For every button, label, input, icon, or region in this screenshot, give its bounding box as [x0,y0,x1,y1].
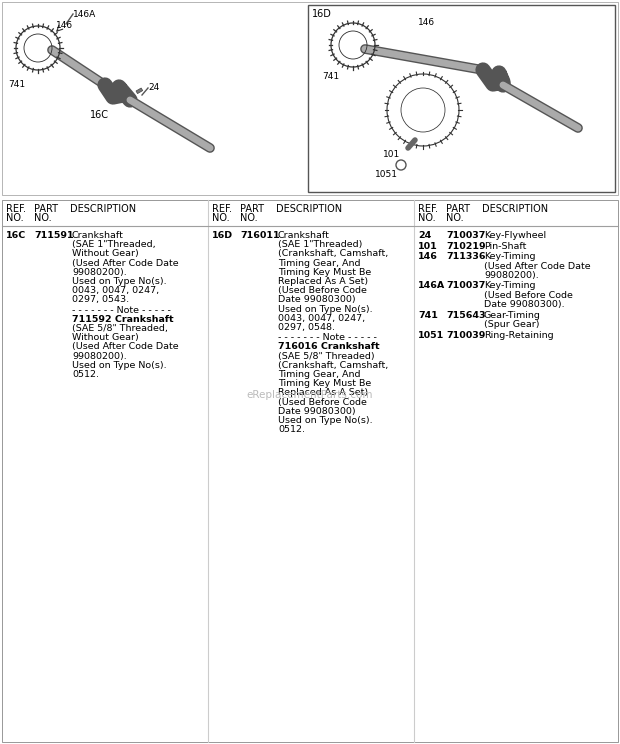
Text: 24: 24 [418,231,432,240]
Text: Key-Timing: Key-Timing [484,281,536,290]
Text: 99080200).: 99080200). [72,268,126,277]
Text: Date 99080300): Date 99080300) [278,407,356,416]
Text: 710039: 710039 [446,330,485,339]
Text: 1051: 1051 [418,330,445,339]
Text: 741: 741 [8,80,25,89]
Bar [2,2,618,195]
Text: REF.: REF. [6,204,26,214]
Text: REF.: REF. [212,204,232,214]
Text: Crankshaft: Crankshaft [72,231,124,240]
Text: (Used After Code Date: (Used After Code Date [484,262,591,271]
Text: Replaced As A Set): Replaced As A Set) [278,388,368,397]
Text: (Crankshaft, Camshaft,: (Crankshaft, Camshaft, [278,249,388,258]
Text: 99080200).: 99080200). [484,271,539,280]
Text: 711592 Crankshaft: 711592 Crankshaft [72,315,174,324]
Text: NO.: NO. [418,213,436,223]
Text: 146A: 146A [73,10,96,19]
Text: Date 99080300): Date 99080300) [278,295,356,304]
Text: (SAE 5/8" Threaded): (SAE 5/8" Threaded) [278,352,374,361]
Text: NO.: NO. [446,213,464,223]
Text: Timing Key Must Be: Timing Key Must Be [278,268,371,277]
Text: 741: 741 [322,72,339,81]
Text: 0297, 0543.: 0297, 0543. [72,295,129,304]
Text: 0043, 0047, 0247,: 0043, 0047, 0247, [278,314,365,323]
Text: 16C: 16C [6,231,26,240]
Text: (Spur Gear): (Spur Gear) [484,320,539,329]
Text: (Crankshaft, Camshaft,: (Crankshaft, Camshaft, [278,361,388,370]
Text: Pin-Shaft: Pin-Shaft [484,242,526,251]
Text: NO.: NO. [240,213,258,223]
Text: 710037: 710037 [446,231,485,240]
Text: 0043, 0047, 0247,: 0043, 0047, 0247, [72,286,159,295]
Text: 716011: 716011 [240,231,280,240]
Text: 146: 146 [56,21,73,30]
Text: 99080200).: 99080200). [72,352,126,361]
Text: Ring-Retaining: Ring-Retaining [484,330,554,339]
Text: 16D: 16D [312,9,332,19]
Bar [308,5,615,192]
Text: NO.: NO. [34,213,51,223]
Bar [2,200,618,742]
Text: PART: PART [34,204,58,214]
Text: - - - - - - - Note - - - - -: - - - - - - - Note - - - - - [72,306,171,315]
Text: 16D: 16D [212,231,233,240]
Text: (Used After Code Date: (Used After Code Date [72,342,179,351]
Text: DESCRIPTION: DESCRIPTION [70,204,136,214]
Text: Without Gear): Without Gear) [72,249,139,258]
Text: Timing Gear, And: Timing Gear, And [278,259,360,268]
Text: (Used Before Code: (Used Before Code [278,397,367,407]
Text: 16C: 16C [90,110,109,120]
Text: Gear-Timing: Gear-Timing [484,310,541,320]
Text: 1051: 1051 [375,170,398,179]
Text: 715643: 715643 [446,310,485,320]
Text: 0512.: 0512. [72,370,99,379]
Text: Used on Type No(s).: Used on Type No(s). [72,277,167,286]
Text: PART: PART [240,204,264,214]
Text: Crankshaft: Crankshaft [278,231,330,240]
Text: (Used After Code Date: (Used After Code Date [72,259,179,268]
Text: Used on Type No(s).: Used on Type No(s). [72,361,167,370]
Text: REF.: REF. [418,204,438,214]
Text: Replaced As A Set): Replaced As A Set) [278,277,368,286]
Text: 716016 Crankshaft: 716016 Crankshaft [278,342,379,351]
Text: DESCRIPTION: DESCRIPTION [482,204,548,214]
Text: Date 99080300).: Date 99080300). [484,300,565,309]
Text: (Used Before Code: (Used Before Code [278,286,367,295]
Text: eReplacementParts.com: eReplacementParts.com [247,390,373,400]
Text: 146A: 146A [418,281,445,290]
Text: Used on Type No(s).: Used on Type No(s). [278,304,373,314]
Text: 146: 146 [418,252,438,261]
Text: 101: 101 [383,150,401,159]
Text: NO.: NO. [6,213,24,223]
Text: 710037: 710037 [446,281,485,290]
Text: (SAE 1"Threaded,: (SAE 1"Threaded, [72,240,156,249]
Text: Timing Key Must Be: Timing Key Must Be [278,379,371,388]
Text: DESCRIPTION: DESCRIPTION [276,204,342,214]
Text: Without Gear): Without Gear) [72,333,139,342]
Text: (SAE 5/8" Threaded,: (SAE 5/8" Threaded, [72,324,168,333]
Text: Key-Timing: Key-Timing [484,252,536,261]
Text: Used on Type No(s).: Used on Type No(s). [278,416,373,425]
Text: (SAE 1"Threaded): (SAE 1"Threaded) [278,240,362,249]
Text: Key-Flywheel: Key-Flywheel [484,231,546,240]
Text: 146: 146 [418,18,435,27]
Text: (Used Before Code: (Used Before Code [484,291,573,300]
Text: 0512.: 0512. [278,426,305,434]
Text: 711336: 711336 [446,252,485,261]
Text: - - - - - - - Note - - - - -: - - - - - - - Note - - - - - [278,333,377,342]
Text: 710219: 710219 [446,242,485,251]
Text: 24: 24 [148,83,159,92]
Text: 711591: 711591 [34,231,74,240]
Text: 0297, 0548.: 0297, 0548. [278,323,335,332]
Text: NO.: NO. [212,213,229,223]
Text: 101: 101 [418,242,438,251]
Bar [136,88,143,94]
Text: PART: PART [446,204,470,214]
Text: 741: 741 [418,310,438,320]
Text: Timing Gear, And: Timing Gear, And [278,370,360,379]
